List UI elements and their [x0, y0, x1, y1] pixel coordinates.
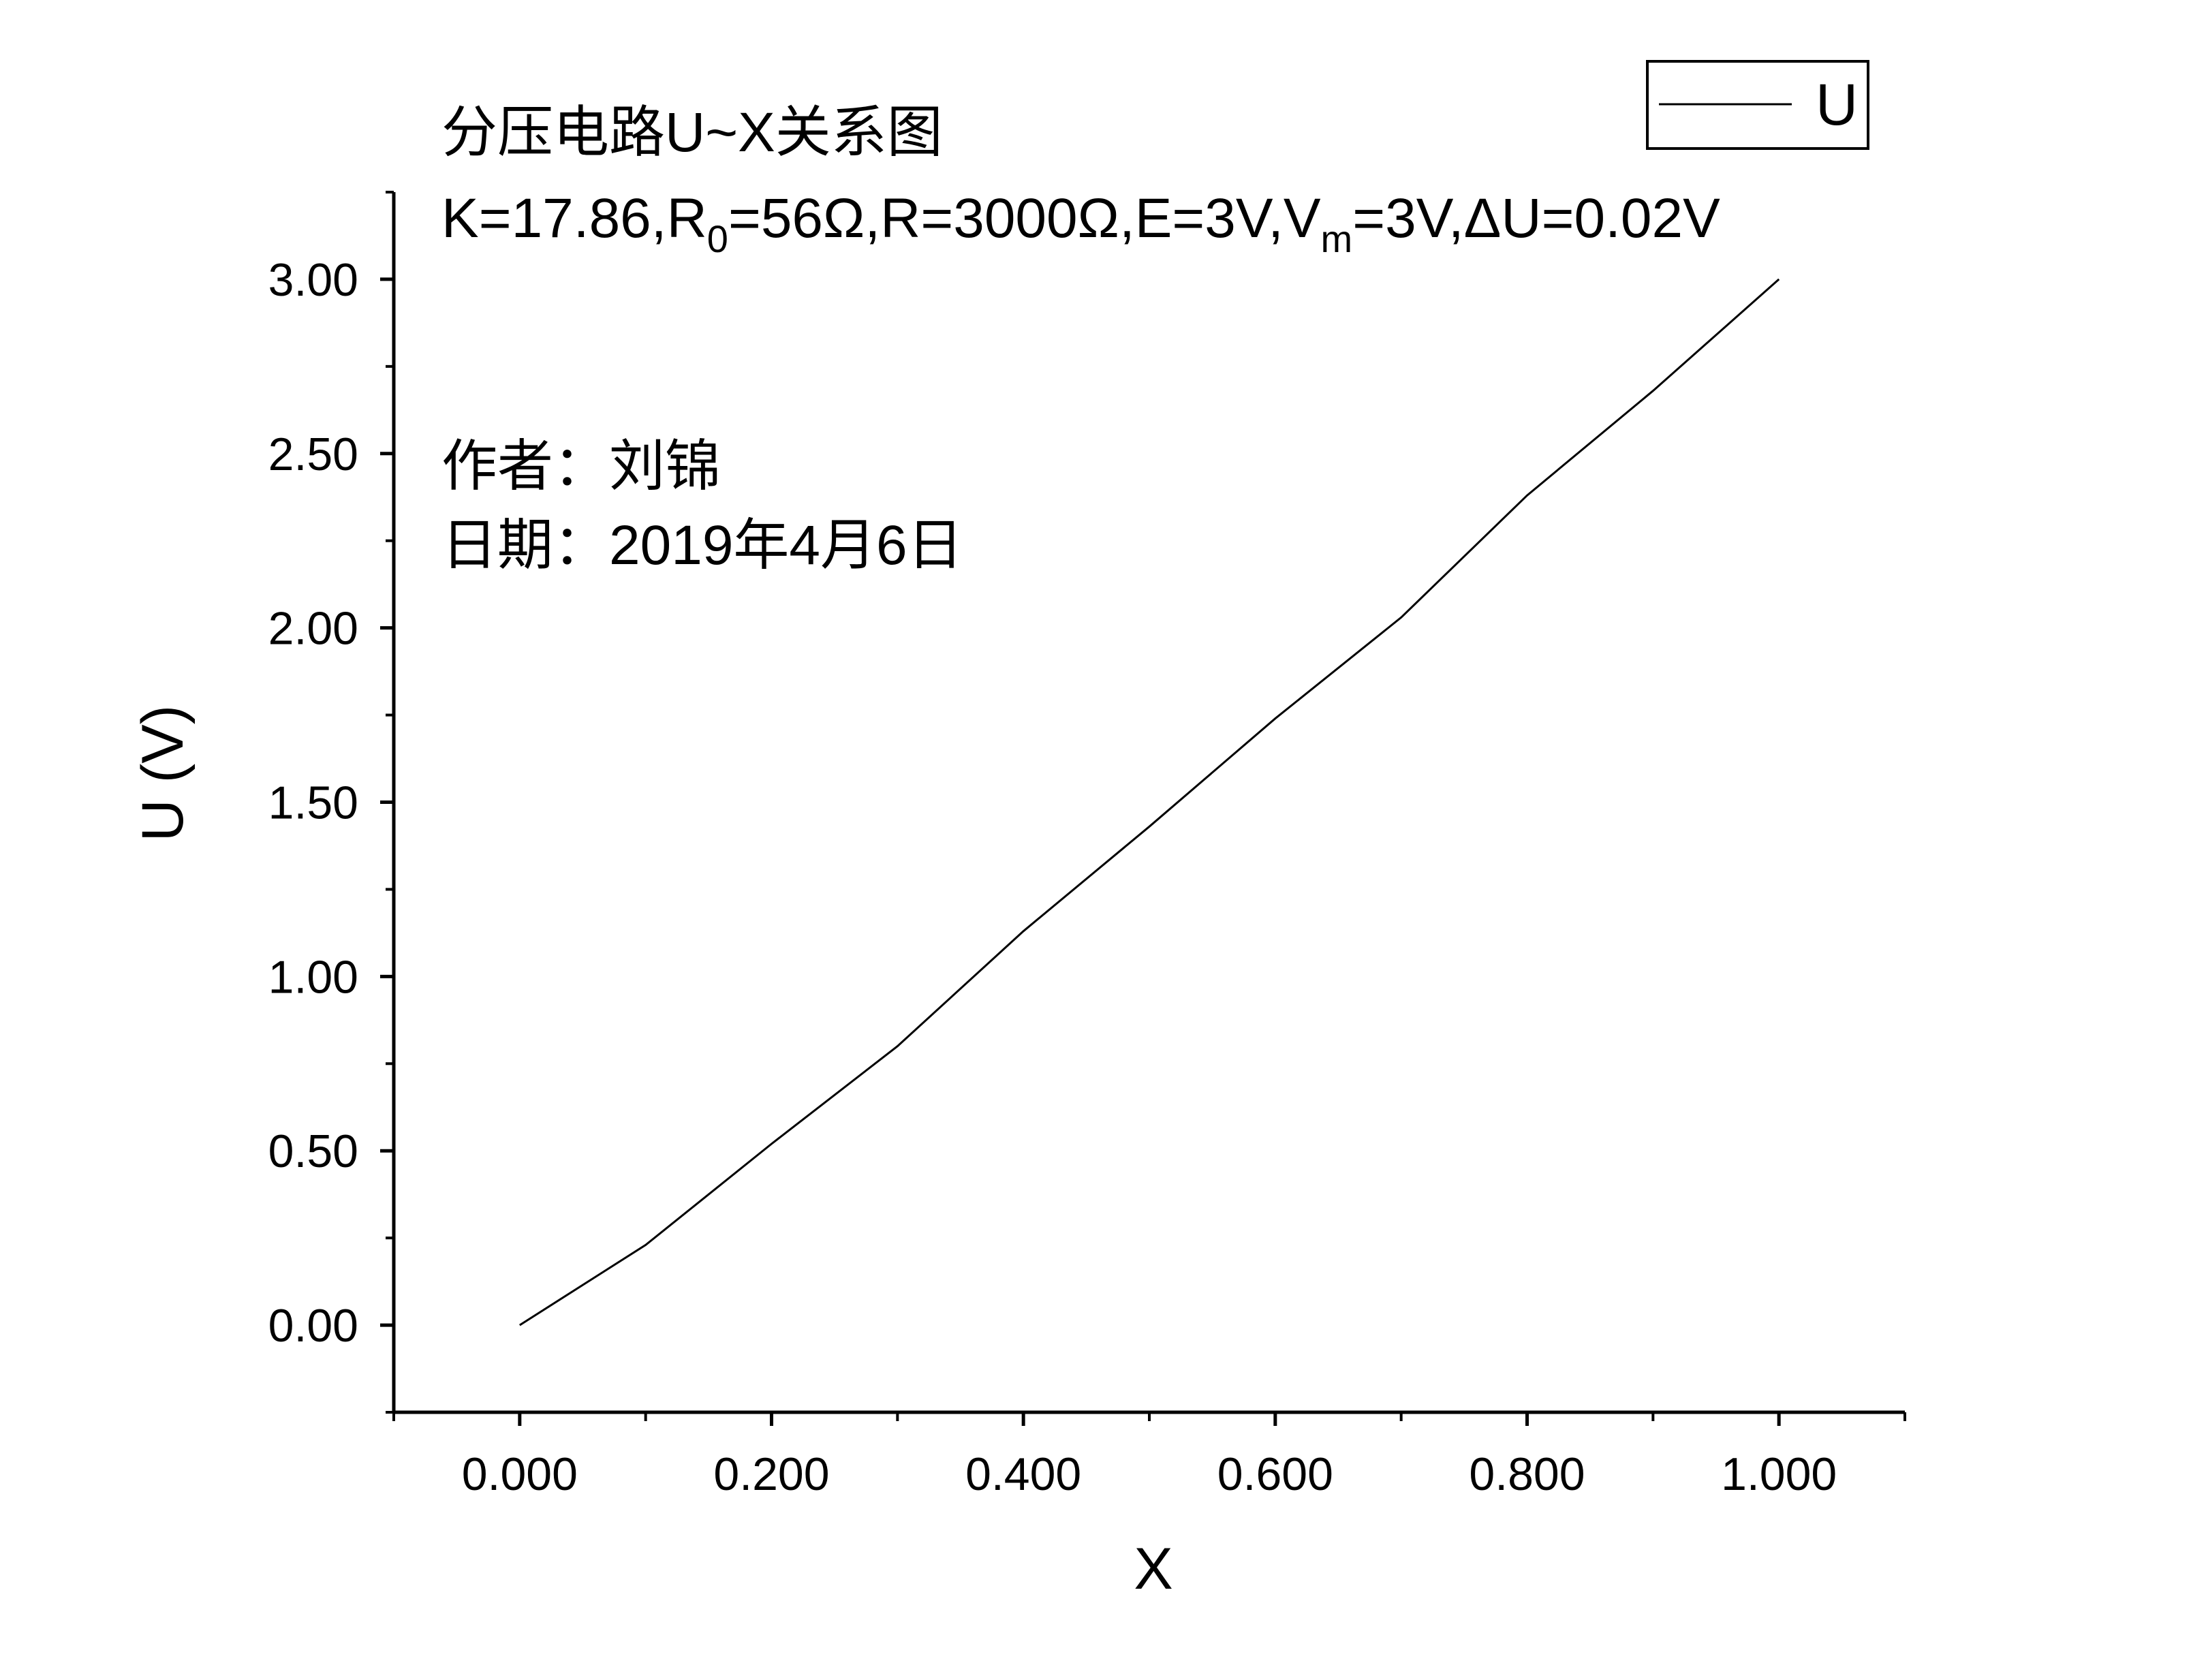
y-tick-label: 3.00	[268, 254, 358, 306]
params-vm-sub: m	[1321, 217, 1353, 260]
legend-box	[1646, 60, 1869, 150]
params-r0-sub: 0	[707, 217, 728, 260]
y-tick-label: 1.00	[268, 951, 358, 1003]
series-line-u	[518, 278, 1780, 1326]
y-tick-label: 2.00	[268, 603, 358, 655]
legend: U	[1646, 60, 1869, 150]
x-tick-label: 0.200	[713, 1448, 829, 1500]
chart-date: 日期：2019年4月6日	[441, 514, 963, 576]
y-tick-label: 0.50	[268, 1125, 358, 1177]
y-tick-label: 0.00	[268, 1300, 358, 1352]
x-tick-label: 1.000	[1721, 1448, 1837, 1500]
legend-label-u: U	[1816, 72, 1858, 138]
x-axis-title: X	[1134, 1536, 1172, 1602]
x-tick-label: 0.800	[1469, 1448, 1585, 1500]
chart-params: K=17.86,R0=56Ω,R=3000Ω,E=3V,Vm=3V,ΔU=0.0…	[441, 187, 1720, 260]
y-tick-label: 1.50	[268, 777, 358, 829]
y-tick-label: 2.50	[268, 429, 358, 480]
series-layer	[518, 278, 1780, 1326]
params-mid: =56Ω,R=3000Ω,E=3V,V	[728, 187, 1321, 249]
y-axis-title: U (V)	[130, 705, 196, 842]
params-tail: =3V,ΔU=0.02V	[1352, 187, 1720, 249]
params-k: K=17.86,R	[441, 187, 707, 249]
y-ticks: 0.00 0.50 1.00 1.50 2.00 2.50 3.00	[268, 191, 394, 1414]
x-ticks: 0.000 0.200 0.400 0.600 0.800 1.000	[392, 1412, 1906, 1500]
x-tick-label: 0.000	[462, 1448, 578, 1500]
x-tick-label: 0.600	[1217, 1448, 1333, 1500]
x-tick-label: 0.400	[965, 1448, 1081, 1500]
chart-author: 作者：刘锦	[441, 435, 721, 497]
chart-title: 分压电路U~X关系图	[441, 102, 943, 164]
